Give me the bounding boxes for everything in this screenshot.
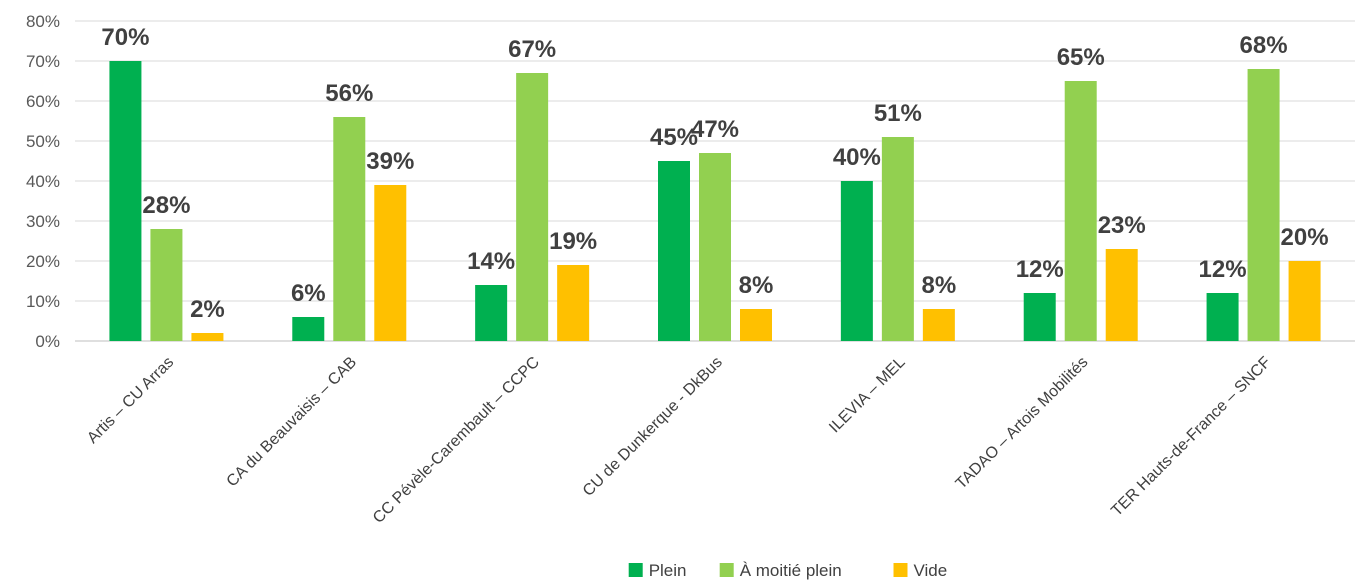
data-label: 68% [1240,32,1288,59]
data-label: 56% [325,80,373,107]
data-label: 45% [650,124,698,151]
bar-vide [557,265,590,341]
bar-vide [1288,261,1321,341]
data-label: 12% [1016,256,1064,283]
y-tick-label: 50% [26,132,60,151]
x-category-label: CU de Dunkerque - DkBus [580,354,726,500]
x-category-label: TADAO – Artois Mobilités [953,354,1092,493]
x-category-label: CA du Beauvaisis – CAB [224,354,361,491]
data-label: 40% [833,144,881,171]
bar-vide [922,309,955,341]
bar-plein [292,317,325,341]
legend-label: À moitié plein [740,561,842,580]
bars [109,61,1321,341]
bar-moitie-plein [333,117,366,341]
y-tick-label: 70% [26,52,60,71]
bar-plein [840,181,873,341]
bar-moitie-plein [1064,81,1097,341]
y-axis-tick-labels: 0% 10% 20% 30% 40% 50% 60% 70% 80% [26,12,60,351]
data-label: 19% [549,228,597,255]
bar-vide [1105,249,1138,341]
bar-moitie-plein [150,229,183,341]
y-tick-label: 20% [26,252,60,271]
legend-swatch [719,563,734,577]
bar-vide [374,185,407,341]
data-label: 51% [874,100,922,127]
data-label: 14% [467,248,515,275]
data-label: 8% [739,272,774,299]
data-label: 47% [691,116,739,143]
x-category-label: TER Hauts-de-France – SNCF [1108,354,1274,520]
data-label: 39% [366,148,414,175]
data-label: 65% [1057,44,1105,71]
bar-plein [109,61,142,341]
y-tick-label: 60% [26,92,60,111]
x-axis-category-labels: Artis – CU Arras CA du Beauvaisis – CAB CC… [84,354,1274,527]
x-category-label: Artis – CU Arras [84,354,177,447]
x-category-label: CC Pévèle-Carembault – CCPC [370,354,543,527]
bar-moitie-plein [516,73,549,341]
data-label: 70% [101,24,149,51]
legend: Plein À moitié plein Vide [628,561,948,580]
data-label: 2% [190,296,225,323]
y-tick-label: 40% [26,172,60,191]
legend-label: Plein [649,561,687,580]
y-tick-label: 10% [26,292,60,311]
data-label: 12% [1199,256,1247,283]
bar-plein [1023,293,1056,341]
legend-swatch [893,563,908,577]
legend-swatch [628,563,643,577]
data-label: 23% [1098,212,1146,239]
data-label: 20% [1281,224,1329,251]
bar-moitie-plein [881,137,914,341]
legend-label: Vide [914,561,948,580]
data-label: 67% [508,36,556,63]
y-tick-label: 80% [26,12,60,31]
x-category-label: ILEVIA – MEL [826,354,909,437]
y-tick-label: 0% [35,332,60,351]
bar-plein [1206,293,1239,341]
data-label: 8% [922,272,957,299]
bar-moitie-plein [1247,69,1280,341]
data-labels: 70% 28% 2% 6% 56% 39% 14% 67% 19% 45%47% 8% 40% 51% 8… [101,24,1328,323]
bar-moitie-plein [699,153,731,341]
y-tick-label: 30% [26,212,60,231]
bar-vide [740,309,772,341]
data-label: 28% [142,192,190,219]
data-label: 6% [291,280,326,307]
bar-vide [191,333,224,341]
bar-plein [475,285,508,341]
bar-plein [658,161,690,341]
